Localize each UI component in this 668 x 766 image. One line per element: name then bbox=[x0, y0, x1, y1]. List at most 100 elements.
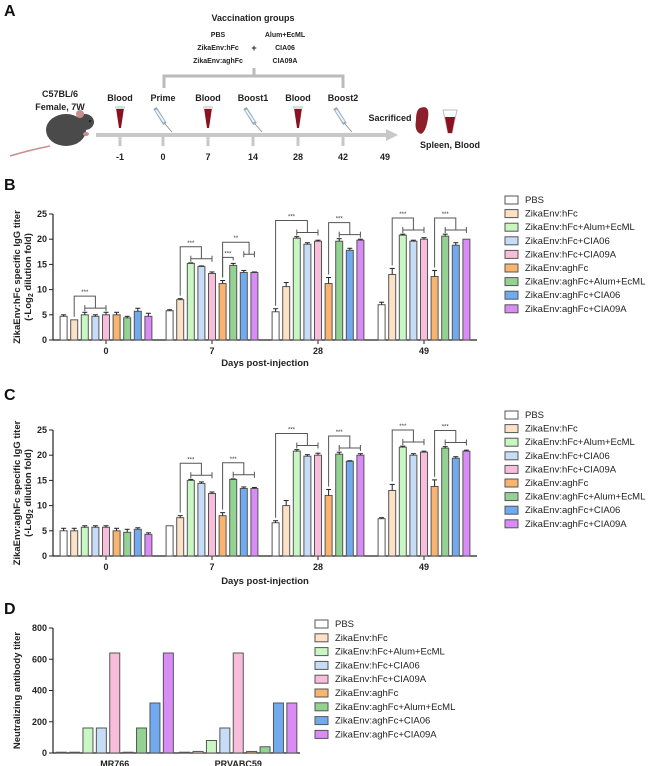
legend-item: ZikaEnv:aghFc+CIA06 bbox=[504, 505, 620, 516]
bar bbox=[165, 310, 174, 341]
bar bbox=[388, 273, 397, 341]
x-tick-label: 28 bbox=[313, 346, 323, 356]
bar bbox=[250, 271, 259, 341]
legend-swatch bbox=[314, 660, 329, 670]
legend-label: ZikaEnv:hFc bbox=[335, 633, 388, 644]
event-day: -1 bbox=[116, 152, 124, 162]
syringe-icon bbox=[243, 106, 263, 133]
bar bbox=[186, 262, 195, 341]
bar bbox=[123, 317, 132, 341]
y-tick-label: 15 bbox=[37, 475, 47, 485]
bar bbox=[197, 482, 206, 557]
legend-item: ZikaEnv:hFc+CIA09A bbox=[504, 249, 617, 260]
significance-bracket: *** bbox=[275, 215, 319, 306]
significance-label: *** bbox=[230, 457, 238, 463]
legend-swatch bbox=[504, 222, 519, 232]
bar bbox=[208, 272, 216, 341]
legend-label: ZikaEnv:aghFc bbox=[335, 688, 399, 699]
plus-sign: + bbox=[251, 43, 256, 53]
bar bbox=[356, 239, 365, 341]
bar bbox=[176, 299, 185, 341]
bar bbox=[109, 652, 121, 754]
vaccination-groups-title: Vaccination groups bbox=[211, 13, 294, 23]
chart-c-aghfc-igg: C 0 5 10 15 20 25 ZikaEnv:aghFc specific IgG t… bbox=[4, 387, 645, 587]
adjuvant-1: CIA06 bbox=[275, 45, 295, 52]
x-axis-label: Days post-injection bbox=[221, 358, 309, 369]
y-tick-label: 25 bbox=[37, 425, 47, 435]
y-axis-label-units: (-Log2 dilution fold) bbox=[23, 233, 35, 321]
bar bbox=[122, 751, 134, 754]
panel-a-timeline: A Vaccination groups PBS ZikaEnv:hFc Zik… bbox=[4, 3, 480, 162]
bar bbox=[162, 652, 174, 754]
bar bbox=[112, 314, 121, 341]
bar bbox=[82, 727, 94, 754]
legend-swatch bbox=[314, 702, 329, 712]
significance-label: *** bbox=[399, 424, 407, 430]
bar bbox=[377, 304, 386, 341]
legend-item: ZikaEnv:aghFc+CIA09A bbox=[504, 304, 627, 315]
bar bbox=[208, 493, 216, 557]
significance-label: *** bbox=[187, 457, 195, 463]
significance-bracket: *** bbox=[275, 428, 319, 518]
bar bbox=[282, 286, 291, 341]
legend-label: ZikaEnv:aghFc bbox=[525, 478, 589, 489]
legend-swatch bbox=[314, 716, 329, 726]
chart-d-neutralizing: D 0 200 400 600 800 Neutralizing antibody tit… bbox=[4, 601, 455, 766]
legend-item: ZikaEnv:hFc bbox=[314, 633, 388, 644]
bar bbox=[388, 489, 397, 557]
bar bbox=[259, 746, 271, 754]
legend: PBS ZikaEnv:hFc ZikaEnv:hFc+Alum+EcML ZikaE… bbox=[504, 410, 645, 530]
significance-bracket: *** bbox=[179, 241, 213, 296]
y-tick-label: 10 bbox=[37, 285, 47, 295]
bar bbox=[292, 237, 301, 341]
bar bbox=[205, 740, 217, 754]
event-label: Boost1 bbox=[238, 93, 269, 103]
chart-b-hfc-igg: B 0 5 10 15 20 25 ZikaEnv:hFc specific IgG tit… bbox=[4, 177, 645, 369]
x-tick-label: 0 bbox=[103, 562, 108, 572]
legend-swatch bbox=[314, 647, 329, 657]
bar bbox=[314, 240, 322, 341]
timeline-event: Boost1 14 bbox=[238, 93, 269, 162]
legend-item: ZikaEnv:aghFc bbox=[504, 263, 589, 274]
legend-swatch bbox=[314, 674, 329, 684]
bar bbox=[186, 479, 195, 557]
spleen-icon bbox=[415, 107, 429, 134]
bar bbox=[149, 702, 161, 754]
legend-swatch bbox=[504, 263, 519, 273]
legend-label: ZikaEnv:aghFc+CIA09A bbox=[335, 729, 437, 740]
legend-item: ZikaEnv:hFc+CIA06 bbox=[314, 660, 420, 671]
legend-label: ZikaEnv:hFc+CIA06 bbox=[525, 236, 610, 247]
event-label: Blood bbox=[285, 93, 311, 103]
y-axis-label: ZikaEnv:aghFc specific IgG titer bbox=[12, 420, 23, 565]
y-tick-label: 5 bbox=[42, 310, 47, 320]
significance-label: *** bbox=[224, 251, 232, 257]
legend-label: ZikaEnv:hFc+Alum+EcML bbox=[525, 437, 635, 448]
legend-swatch bbox=[504, 437, 519, 447]
bar bbox=[420, 238, 428, 341]
timeline-event: Boost2 42 bbox=[328, 93, 359, 162]
timeline-event: Blood 28 bbox=[285, 93, 311, 162]
legend-swatch bbox=[504, 451, 519, 461]
legend-item: ZikaEnv:aghFc+CIA06 bbox=[504, 290, 620, 301]
legend-item: PBS bbox=[314, 619, 354, 630]
legend-label: ZikaEnv:hFc+Alum+EcML bbox=[335, 647, 445, 658]
y-axis-label-units: (-Log2 dilution fold) bbox=[23, 449, 35, 537]
legend-item: ZikaEnv:aghFc+CIA06 bbox=[314, 716, 430, 727]
groups-bracket bbox=[162, 68, 345, 88]
legend-swatch bbox=[504, 519, 519, 529]
panel-label-a: A bbox=[4, 3, 16, 20]
event-day: 14 bbox=[248, 152, 258, 162]
legend-label: ZikaEnv:aghFc+CIA06 bbox=[335, 716, 430, 727]
legend-label: ZikaEnv:hFc+CIA09A bbox=[525, 249, 617, 260]
legend-item: ZikaEnv:hFc+CIA06 bbox=[504, 451, 610, 462]
event-day: 49 bbox=[380, 152, 390, 162]
legend: PBS ZikaEnv:hFc ZikaEnv:hFc+Alum+EcML ZikaE… bbox=[504, 195, 645, 315]
significance-bracket: *** bbox=[391, 424, 425, 482]
legend-swatch bbox=[504, 492, 519, 502]
legend-label: ZikaEnv:aghFc+CIA09A bbox=[525, 304, 627, 315]
y-axis-label: Neutralizing antibody titer bbox=[12, 632, 23, 749]
x-tick-label: 28 bbox=[313, 562, 323, 572]
antigen-0: PBS bbox=[211, 32, 226, 39]
legend-label: ZikaEnv:hFc+CIA06 bbox=[525, 451, 610, 462]
significance-label: *** bbox=[288, 215, 296, 221]
